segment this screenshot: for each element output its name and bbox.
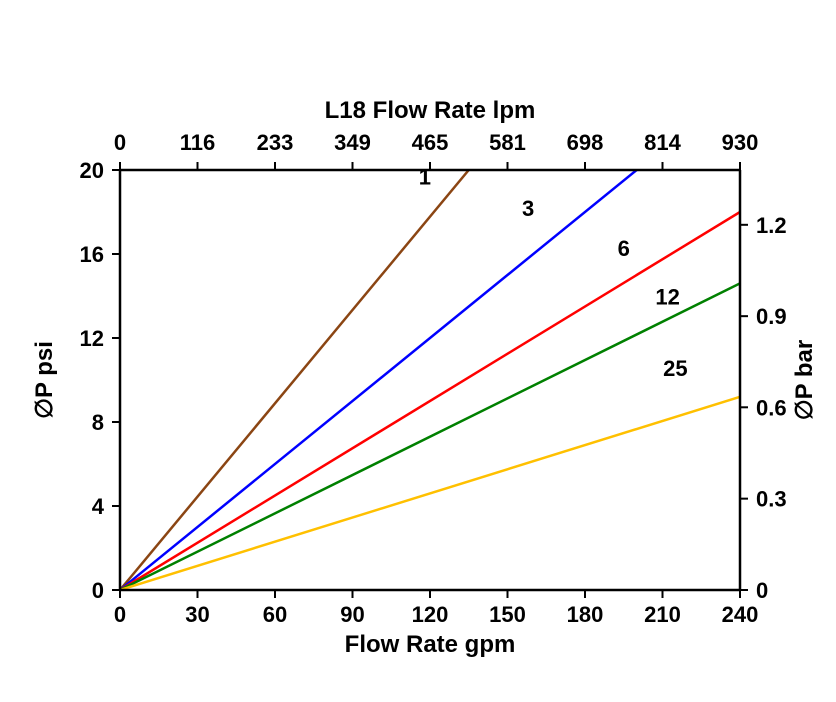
x-bottom-tick-label: 30 — [185, 602, 209, 627]
x-top-tick-label: 465 — [412, 130, 449, 155]
x-bottom-tick-label: 240 — [722, 602, 759, 627]
x-top-title: L18 Flow Rate lpm — [325, 97, 536, 124]
x-bottom-tick-label: 0 — [114, 602, 126, 627]
x-bottom-tick-label: 180 — [567, 602, 604, 627]
x-bottom-tick-label: 90 — [340, 602, 364, 627]
y-right-tick-label: 1.2 — [756, 213, 787, 238]
x-top-tick-label: 0 — [114, 130, 126, 155]
x-bottom-tick-label: 150 — [489, 602, 526, 627]
x-top-tick-label: 814 — [644, 130, 681, 155]
x-top-tick-label: 116 — [180, 130, 216, 155]
x-bottom-title: Flow Rate gpm — [345, 631, 516, 658]
series-label-12: 12 — [655, 284, 679, 309]
y-left-tick-label: 12 — [80, 326, 104, 351]
series-label-25: 25 — [663, 356, 687, 381]
y-right-tick-label: 0 — [756, 578, 768, 603]
y-left-tick-label: 0 — [92, 578, 104, 603]
y-left-tick-label: 20 — [80, 158, 104, 183]
x-top-tick-label: 349 — [334, 130, 371, 155]
x-bottom-tick-label: 120 — [412, 602, 449, 627]
y-left-tick-label: 4 — [92, 494, 105, 519]
x-bottom-tick-label: 210 — [644, 602, 681, 627]
y-left-tick-label: 8 — [92, 410, 104, 435]
y-left-tick-label: 16 — [80, 242, 104, 267]
x-top-tick-label: 698 — [567, 130, 604, 155]
x-bottom-tick-label: 60 — [263, 602, 287, 627]
pressure-flow-chart: 13612250306090120150180210240Flow Rate g… — [0, 0, 836, 702]
chart-svg: 13612250306090120150180210240Flow Rate g… — [0, 0, 836, 702]
x-top-tick-label: 581 — [489, 130, 526, 155]
series-label-3: 3 — [522, 196, 534, 221]
x-top-tick-label: 930 — [722, 130, 759, 155]
y-right-tick-label: 0.9 — [756, 304, 787, 329]
y-right-title: ∅P bar — [791, 340, 818, 421]
y-right-tick-label: 0.3 — [756, 487, 787, 512]
series-label-6: 6 — [618, 236, 630, 261]
x-top-tick-label: 233 — [257, 130, 294, 155]
y-left-title: ∅P psi — [31, 341, 58, 419]
y-right-tick-label: 0.6 — [756, 395, 787, 420]
